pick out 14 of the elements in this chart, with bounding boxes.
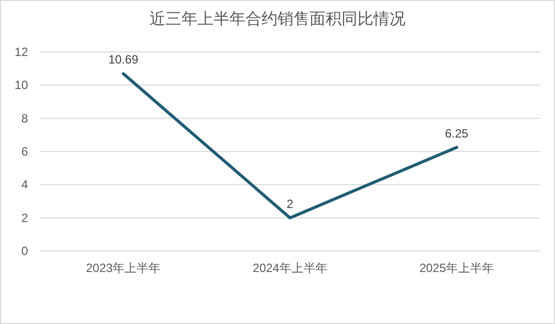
data-label: 6.25 (444, 126, 469, 140)
y-tick-label: 4 (21, 178, 28, 192)
data-label: 10.69 (108, 52, 139, 67)
y-tick-label: 0 (21, 244, 28, 258)
y-tick-label: 10 (14, 78, 28, 92)
y-tick-label: 8 (21, 111, 28, 126)
y-tick-label: 2 (21, 210, 28, 225)
x-tick-label: 2023年上半年 (86, 261, 161, 275)
data-label: 2 (286, 196, 294, 211)
x-tick-label: 2024年上半年 (252, 261, 328, 275)
y-tick-label: 12 (14, 45, 28, 59)
x-tick-label: 2025年上半年 (419, 261, 494, 275)
y-tick-label: 6 (21, 144, 28, 158)
chart-title: 近三年上半年合约销售面积同比情况 (150, 10, 406, 28)
